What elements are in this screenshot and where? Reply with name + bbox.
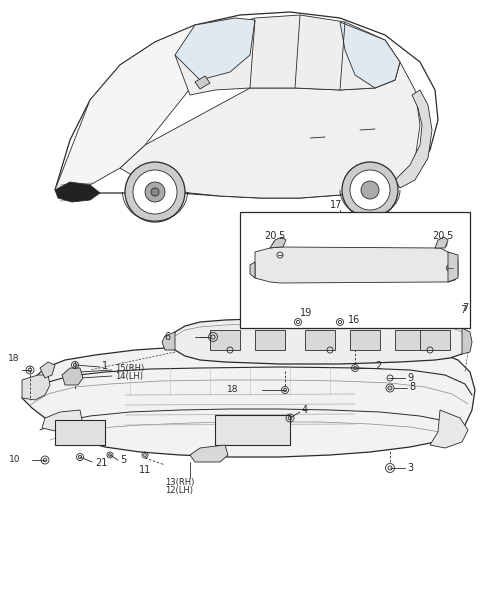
Polygon shape <box>395 90 432 188</box>
Text: 20: 20 <box>432 231 444 241</box>
Polygon shape <box>435 237 448 248</box>
Text: 3: 3 <box>407 463 413 473</box>
Polygon shape <box>175 18 255 80</box>
Circle shape <box>133 170 177 214</box>
Polygon shape <box>448 252 458 282</box>
Text: 5: 5 <box>120 455 126 465</box>
Bar <box>305 330 335 350</box>
Polygon shape <box>462 328 472 354</box>
Text: 20: 20 <box>264 231 276 241</box>
Text: 1: 1 <box>102 361 108 371</box>
Bar <box>55 420 105 445</box>
Circle shape <box>125 162 185 222</box>
Polygon shape <box>250 262 255 278</box>
Bar <box>350 330 380 350</box>
Polygon shape <box>255 247 458 283</box>
Text: 18: 18 <box>227 386 238 394</box>
Text: 5: 5 <box>278 231 284 241</box>
Bar <box>420 330 450 350</box>
Text: 17: 17 <box>330 200 342 210</box>
Text: 5: 5 <box>446 231 452 241</box>
Circle shape <box>361 181 379 199</box>
Polygon shape <box>62 368 83 385</box>
Bar <box>215 415 290 445</box>
Text: 8: 8 <box>409 382 415 392</box>
Polygon shape <box>120 62 420 198</box>
Circle shape <box>145 182 165 202</box>
Text: 16: 16 <box>348 315 360 325</box>
Polygon shape <box>190 445 228 462</box>
Circle shape <box>342 162 398 218</box>
Text: 15(RH): 15(RH) <box>115 363 144 373</box>
Circle shape <box>350 170 390 210</box>
Text: 21: 21 <box>95 458 108 468</box>
Text: 4: 4 <box>302 405 308 415</box>
Polygon shape <box>55 12 438 198</box>
Bar <box>240 212 470 328</box>
Polygon shape <box>175 15 400 95</box>
Bar <box>255 330 285 350</box>
Text: 11: 11 <box>139 465 151 475</box>
Text: 14(LH): 14(LH) <box>115 371 143 381</box>
Bar <box>210 330 240 350</box>
Text: 7: 7 <box>460 305 466 315</box>
Text: 13(RH): 13(RH) <box>165 477 194 486</box>
Text: 19: 19 <box>300 308 312 318</box>
Polygon shape <box>22 344 475 457</box>
Text: 12(LH): 12(LH) <box>165 485 193 494</box>
Text: 10: 10 <box>9 456 20 464</box>
Text: 9: 9 <box>407 373 413 383</box>
Polygon shape <box>55 25 210 190</box>
Bar <box>395 330 425 350</box>
Text: 7: 7 <box>462 303 468 313</box>
Polygon shape <box>195 76 210 89</box>
Polygon shape <box>162 332 175 350</box>
Polygon shape <box>22 375 50 400</box>
Circle shape <box>151 188 159 196</box>
Polygon shape <box>172 316 468 364</box>
Polygon shape <box>340 22 400 88</box>
Polygon shape <box>430 410 468 448</box>
Polygon shape <box>55 182 100 202</box>
Text: 2: 2 <box>375 361 381 371</box>
Polygon shape <box>270 237 286 248</box>
Polygon shape <box>42 410 82 432</box>
Text: 18: 18 <box>8 354 20 362</box>
Circle shape <box>388 386 392 390</box>
Text: 6: 6 <box>164 332 170 342</box>
Polygon shape <box>40 362 55 378</box>
